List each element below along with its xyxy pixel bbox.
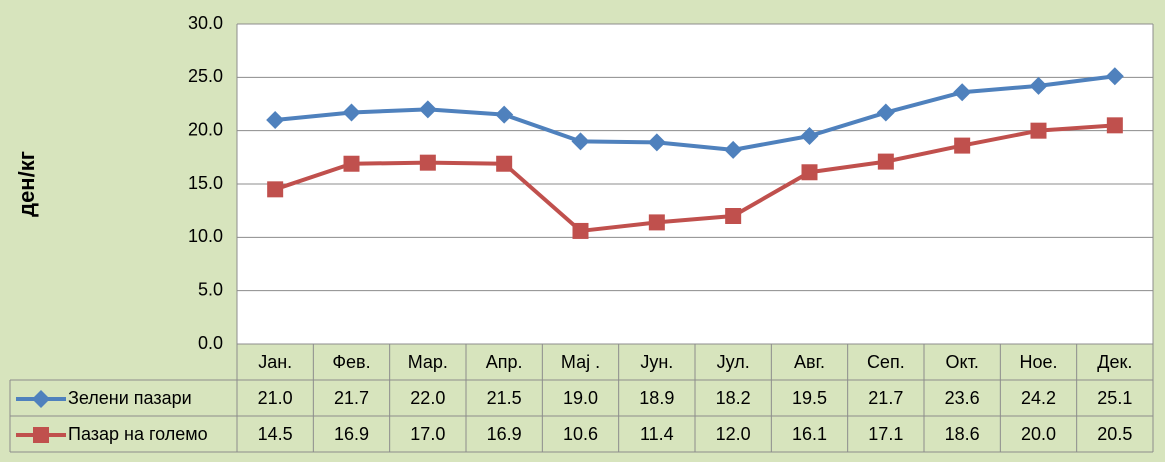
- data-label: 22.0: [410, 388, 445, 408]
- series-line: [274, 74, 1116, 152]
- marker: [342, 103, 361, 122]
- data-label: 18.9: [639, 388, 674, 408]
- data-label: 16.1: [792, 424, 827, 444]
- marker: [1106, 117, 1123, 134]
- marker: [496, 155, 513, 172]
- data-label: 14.5: [258, 424, 293, 444]
- marker: [877, 153, 894, 170]
- y-tick-label: 30.0: [188, 13, 223, 33]
- x-tick-label: Сеп.: [867, 352, 905, 372]
- y-tick-label: 10.0: [188, 226, 223, 246]
- series-line: [274, 123, 1115, 233]
- x-tick-label: Дек.: [1097, 352, 1132, 372]
- marker: [876, 103, 895, 122]
- marker: [571, 132, 590, 151]
- data-label: 10.6: [563, 424, 598, 444]
- x-tick-label: Мар.: [408, 352, 448, 372]
- data-label: 16.9: [487, 424, 522, 444]
- data-label: 19.0: [563, 388, 598, 408]
- x-tick-label: Авг.: [794, 352, 825, 372]
- y-tick-label: 0.0: [198, 333, 223, 353]
- marker: [725, 208, 742, 224]
- marker: [953, 83, 972, 102]
- data-label: 23.6: [945, 388, 980, 408]
- marker: [418, 100, 437, 119]
- y-axis-label: ден/кг: [14, 151, 39, 217]
- x-tick-label: Јун.: [640, 352, 673, 372]
- data-label: 18.2: [716, 388, 751, 408]
- marker: [495, 105, 514, 124]
- marker: [648, 214, 665, 231]
- data-label: 11.4: [640, 424, 674, 444]
- legend-label: Зелени пазари: [68, 388, 192, 408]
- marker: [343, 155, 360, 172]
- x-tick-label: Јан.: [258, 352, 292, 372]
- data-label: 25.1: [1097, 388, 1132, 408]
- marker: [801, 164, 818, 181]
- y-tick-label: 5.0: [198, 279, 223, 299]
- marker: [1105, 67, 1124, 86]
- legend-label: Пазар на големо: [68, 424, 208, 444]
- marker: [572, 222, 589, 239]
- data-label: 21.7: [334, 388, 369, 408]
- marker: [32, 390, 50, 408]
- data-label: 21.5: [487, 388, 522, 408]
- data-label: 19.5: [792, 388, 827, 408]
- x-tick-label: Мај .: [561, 352, 600, 372]
- x-tick-label: Јул.: [717, 352, 750, 372]
- marker: [419, 154, 436, 171]
- marker: [1029, 76, 1048, 95]
- y-tick-label: 25.0: [188, 66, 223, 86]
- data-label: 20.0: [1021, 424, 1056, 444]
- x-tick-label: Окт.: [946, 352, 979, 372]
- data-label: 21.0: [258, 388, 293, 408]
- data-label: 24.2: [1021, 388, 1056, 408]
- marker: [267, 181, 284, 198]
- marker: [800, 127, 819, 145]
- marker: [1030, 122, 1047, 139]
- marker: [33, 427, 49, 443]
- data-label: 12.0: [716, 424, 751, 444]
- marker: [647, 133, 666, 152]
- data-label: 21.7: [868, 388, 903, 408]
- marker: [954, 137, 971, 154]
- marker: [266, 111, 285, 129]
- x-tick-label: Фев.: [332, 352, 370, 372]
- data-label: 20.5: [1097, 424, 1132, 444]
- data-label: 18.6: [945, 424, 980, 444]
- x-tick-label: Апр.: [486, 352, 523, 372]
- data-label: 16.9: [334, 424, 369, 444]
- marker: [724, 140, 743, 159]
- y-tick-label: 20.0: [188, 119, 223, 139]
- x-tick-label: Ное.: [1019, 352, 1057, 372]
- data-label: 17.1: [868, 424, 903, 444]
- y-tick-label: 15.0: [188, 173, 223, 193]
- data-label: 17.0: [410, 424, 445, 444]
